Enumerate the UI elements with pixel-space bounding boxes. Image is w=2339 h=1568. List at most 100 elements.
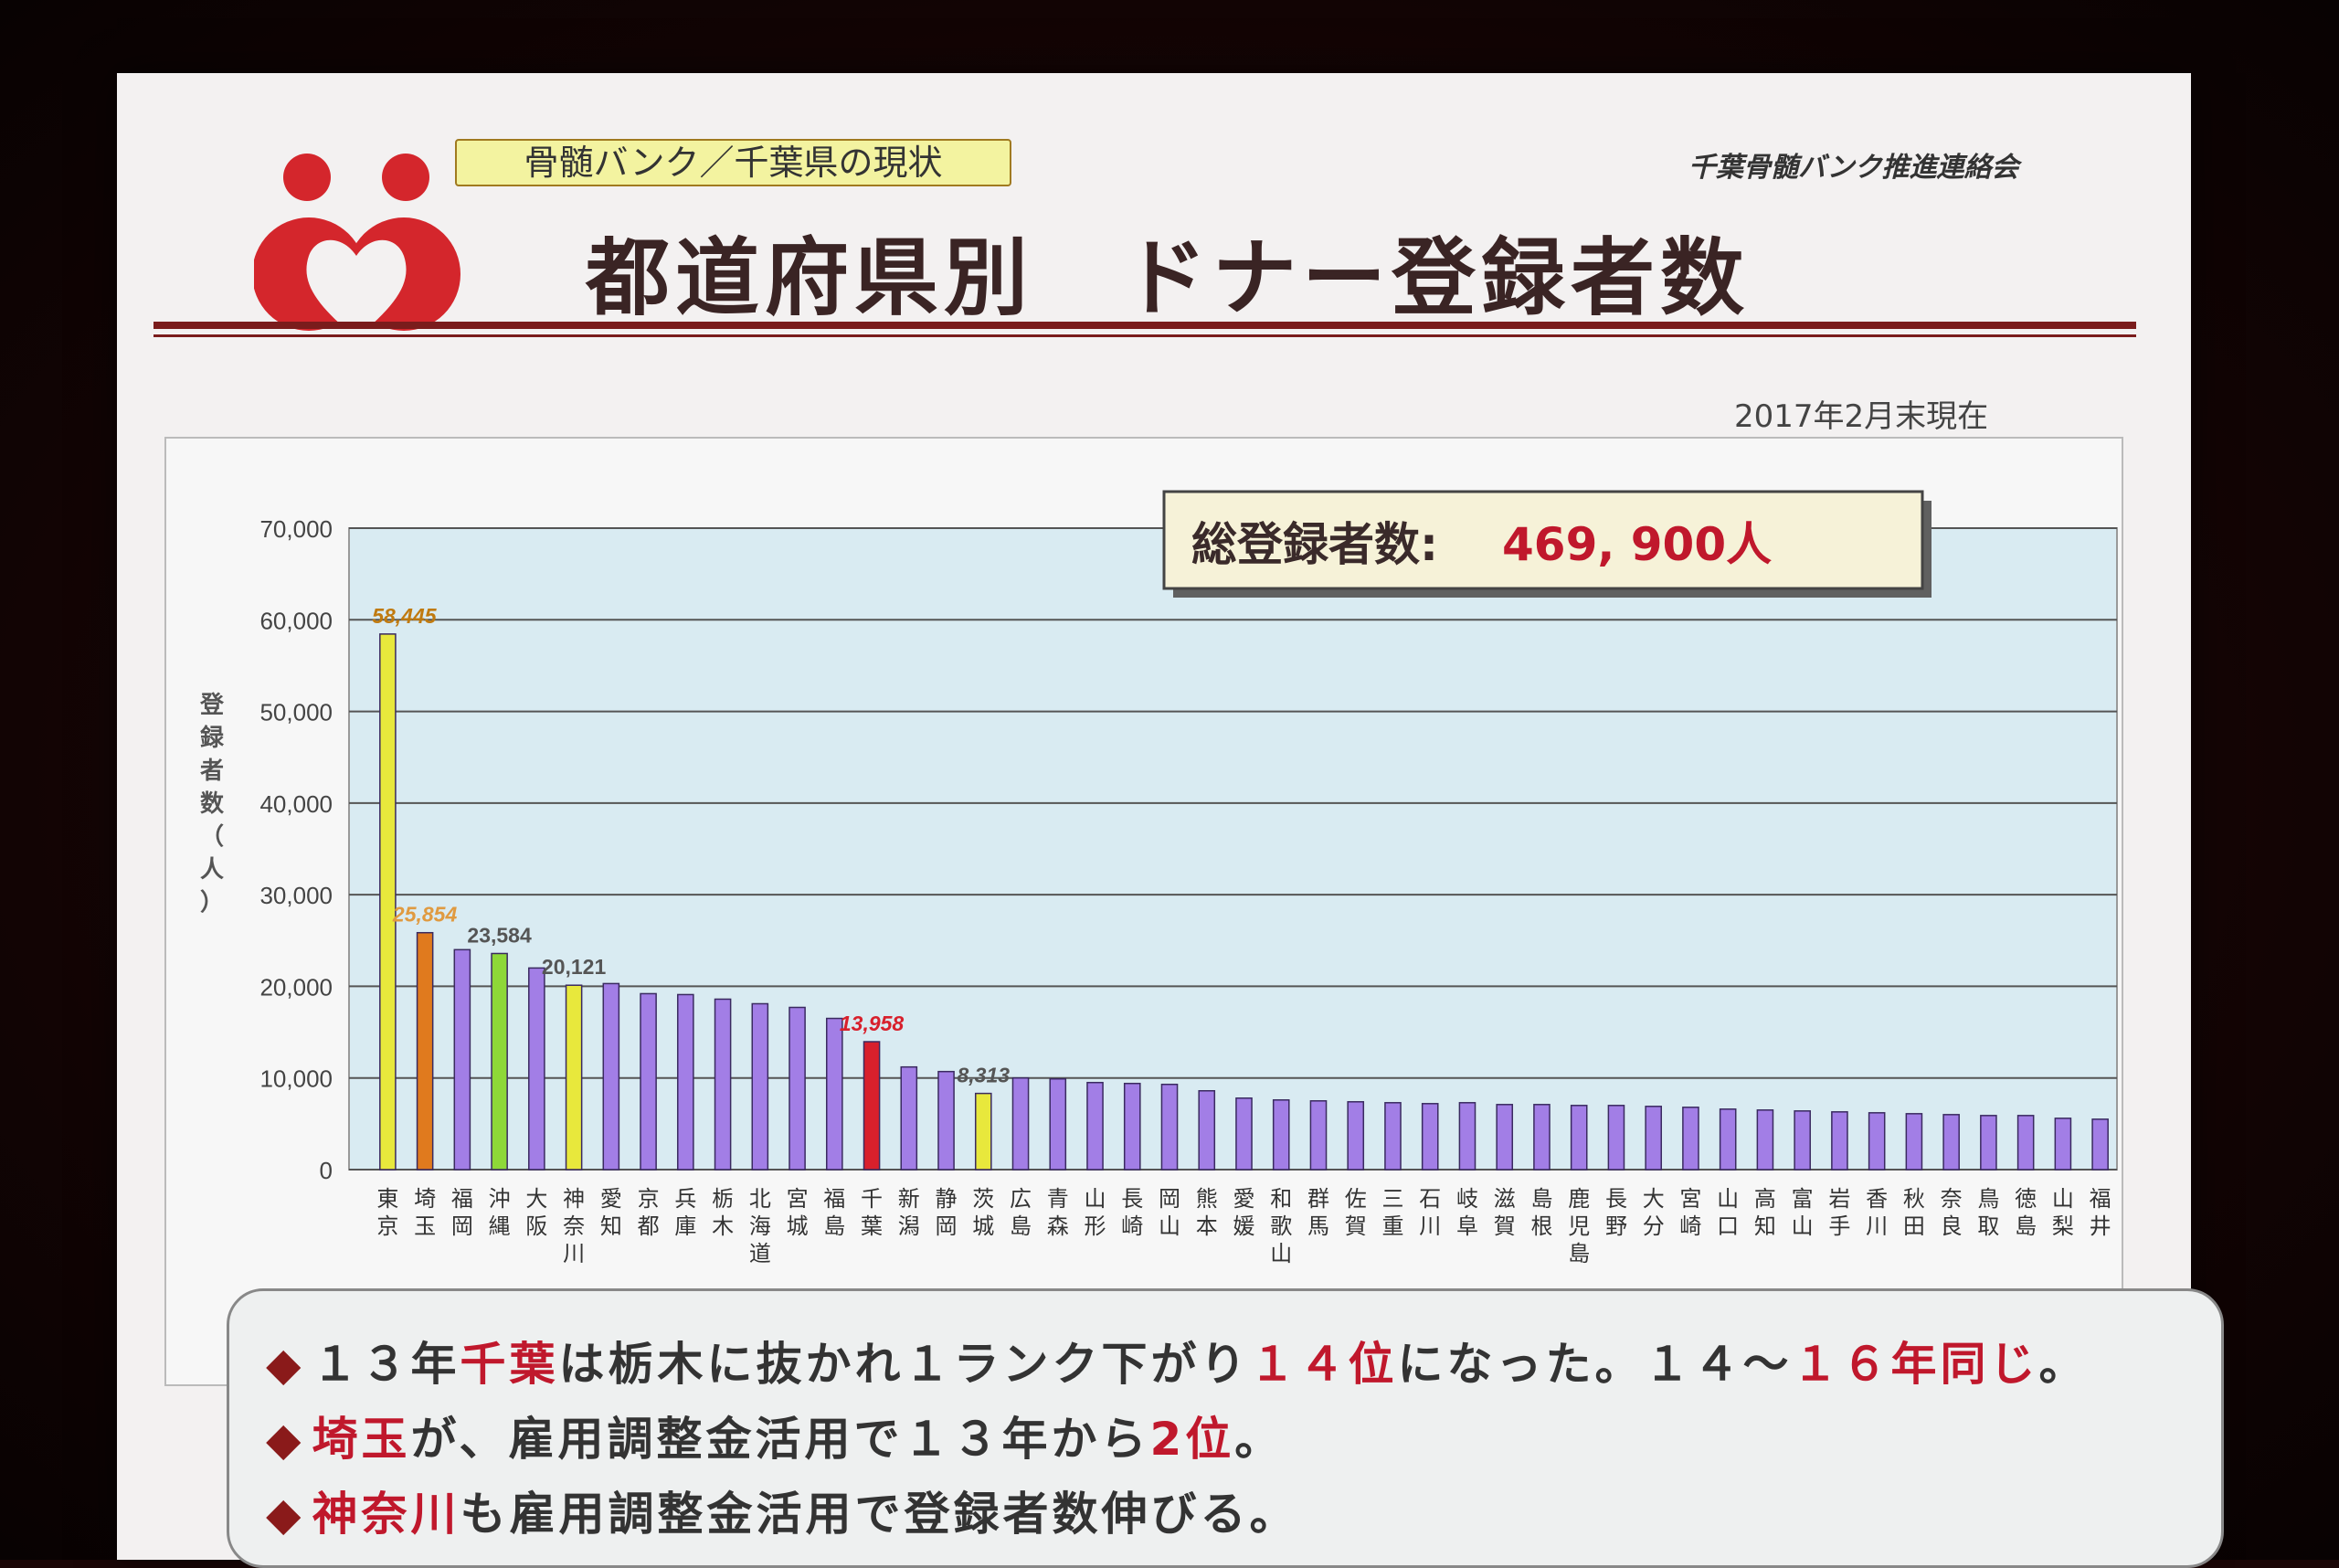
x-tick-label: 馬	[1307, 1213, 1329, 1239]
x-tick-label: 重	[1381, 1213, 1403, 1239]
bar	[602, 982, 620, 1171]
bar	[528, 967, 545, 1171]
notes-box: ◆ １３年千葉は栃木に抜かれ１ランク下がり１４位になった。１４～１６年同じ。 ◆ 埼…	[227, 1288, 2224, 1568]
x-tick-label: 賀	[1345, 1213, 1367, 1239]
x-tick-label: 山	[2052, 1186, 2074, 1212]
data-label: 25,854	[392, 903, 458, 927]
bar	[1682, 1107, 1699, 1171]
bar	[1198, 1090, 1216, 1171]
note-text: 2位	[1149, 1413, 1235, 1466]
note-text: １３年	[312, 1338, 460, 1391]
bar	[2091, 1118, 2109, 1171]
x-tick-label: 岡	[1159, 1186, 1180, 1212]
x-tick-label: 阪	[525, 1213, 547, 1239]
x-tick-label: 井	[2090, 1213, 2111, 1239]
x-tick-label: 愛	[1233, 1186, 1255, 1212]
bar	[1719, 1108, 1737, 1171]
x-tick-label: 奈	[1941, 1186, 1963, 1212]
x-tick-label: 徳	[2015, 1186, 2037, 1212]
x-tick-label: 賀	[1494, 1213, 1516, 1239]
x-tick-label: 福	[451, 1186, 473, 1212]
x-tick-label: 形	[1085, 1213, 1106, 1239]
bar	[677, 993, 694, 1171]
diamond-bullet-icon: ◆	[266, 1413, 305, 1466]
bar	[1942, 1114, 1960, 1171]
x-tick-label: 和	[1270, 1186, 1292, 1212]
bar	[379, 633, 397, 1171]
x-tick-label: 高	[1754, 1186, 1776, 1212]
bar	[974, 1092, 992, 1171]
x-tick-label: 縄	[489, 1213, 511, 1239]
bar	[937, 1070, 955, 1171]
y-tick-label: 70,000	[259, 515, 333, 543]
total-box-label: 総登録者数:	[1191, 518, 1438, 571]
title-divider	[153, 322, 2136, 329]
x-tick-label: 城	[787, 1213, 809, 1239]
bar	[1086, 1081, 1104, 1171]
title-divider-thin	[153, 334, 2136, 337]
x-tick-label: 山	[1792, 1213, 1814, 1239]
bar	[1049, 1077, 1067, 1171]
x-tick-label: 山	[1085, 1186, 1106, 1212]
data-label: 20,121	[542, 955, 607, 979]
note-text: １６年同じ	[1792, 1338, 2039, 1391]
x-tick-label: 神	[563, 1186, 585, 1212]
as-of-date: 2017年2月末現在	[1734, 398, 1989, 435]
diamond-bullet-icon: ◆	[266, 1338, 305, 1391]
x-tick-label: 岩	[1828, 1186, 1850, 1212]
y-axis-label: ）	[200, 889, 224, 916]
organization-name: 千葉骨髄バンク推進連絡会	[1688, 152, 2019, 184]
bar	[788, 1006, 806, 1171]
x-tick-label: 川	[1866, 1213, 1888, 1239]
x-tick-label: 宮	[787, 1186, 809, 1212]
x-tick-label: 分	[1643, 1213, 1665, 1239]
bar	[863, 1041, 881, 1171]
x-tick-label: 三	[1381, 1186, 1403, 1212]
data-label: 58,445	[372, 604, 438, 628]
note-text: 千葉	[460, 1338, 559, 1391]
bar	[826, 1017, 843, 1171]
x-tick-label: 沖	[489, 1186, 511, 1212]
x-tick-label: 島	[1530, 1186, 1552, 1212]
y-axis-label: 者	[200, 758, 224, 785]
bar	[1160, 1083, 1179, 1171]
x-tick-label: 阜	[1456, 1213, 1478, 1239]
bar	[1458, 1102, 1476, 1171]
bar	[2016, 1115, 2035, 1171]
x-tick-label: 潟	[898, 1213, 920, 1239]
x-tick-label: 岡	[451, 1213, 473, 1239]
bar	[1831, 1111, 1848, 1171]
x-tick-label: 歌	[1270, 1213, 1292, 1239]
x-tick-label: 鹿	[1568, 1186, 1590, 1212]
bar	[714, 998, 732, 1171]
note-text: 。	[1234, 1413, 1285, 1466]
total-box	[1162, 490, 1924, 590]
x-tick-label: 鳥	[1977, 1186, 1999, 1212]
x-tick-label: 静	[936, 1186, 958, 1212]
x-tick-label: 島	[1568, 1241, 1590, 1266]
bar	[1123, 1082, 1141, 1171]
x-tick-label: 福	[823, 1186, 845, 1212]
y-axis-label: 登	[199, 691, 225, 719]
page-title: 都道府県別 ドナー登録者数	[585, 229, 1750, 327]
x-tick-label: 東	[376, 1186, 398, 1212]
bar	[2054, 1118, 2072, 1171]
x-tick-label: 島	[2015, 1213, 2037, 1239]
data-label: 8,313	[958, 1064, 1011, 1087]
x-tick-label: 青	[1047, 1186, 1069, 1212]
note-text: は栃木に抜かれ１ランク下がり	[558, 1338, 1250, 1391]
x-tick-label: 長	[1605, 1186, 1627, 1212]
bar	[640, 992, 657, 1171]
x-tick-label: 山	[1717, 1186, 1739, 1212]
x-tick-label: 京	[376, 1213, 398, 1239]
x-tick-label: 大	[525, 1186, 547, 1212]
x-tick-label: 岡	[936, 1213, 958, 1239]
x-tick-label: 庫	[674, 1213, 696, 1239]
x-tick-label: 千	[861, 1186, 883, 1212]
bar	[1533, 1104, 1551, 1171]
x-tick-label: 岐	[1456, 1186, 1478, 1212]
bar-chart: 0 10,000 20,000 30,000 40,000 50,000 60,000 70,…	[199, 490, 2118, 1266]
y-tick-label: 60,000	[259, 607, 333, 634]
x-tick-label: 海	[749, 1213, 771, 1239]
x-tick-label: 森	[1047, 1213, 1069, 1239]
